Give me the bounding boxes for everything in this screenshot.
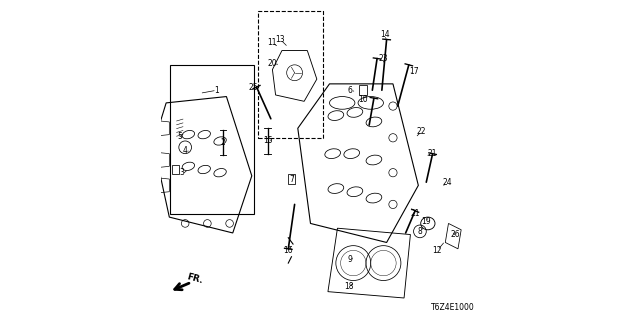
Bar: [172, 165, 179, 174]
Text: 17: 17: [409, 67, 419, 76]
Text: 8: 8: [417, 227, 422, 236]
Text: 22: 22: [417, 127, 426, 136]
Bar: [359, 85, 367, 95]
Text: 21: 21: [428, 149, 437, 158]
Text: 6: 6: [348, 86, 353, 95]
Text: 26: 26: [450, 230, 460, 239]
Text: 11: 11: [268, 38, 277, 47]
Text: FR.: FR.: [185, 272, 204, 285]
Text: 18: 18: [344, 282, 353, 292]
Text: 4: 4: [183, 146, 188, 155]
Text: 7: 7: [289, 174, 294, 184]
Text: 19: 19: [422, 217, 431, 226]
Text: 9: 9: [348, 255, 353, 264]
Text: 12: 12: [433, 246, 442, 255]
Text: 16: 16: [284, 246, 293, 255]
Text: 23: 23: [379, 54, 388, 63]
Text: 20: 20: [268, 59, 277, 68]
Bar: [170, 65, 254, 214]
Bar: [287, 174, 295, 184]
Text: 21: 21: [410, 209, 420, 219]
Text: 10: 10: [358, 95, 367, 104]
Text: T6Z4E1000: T6Z4E1000: [431, 303, 475, 312]
Text: 25: 25: [248, 83, 258, 92]
Text: 14: 14: [380, 30, 390, 39]
Text: 3: 3: [180, 168, 184, 177]
Text: 5: 5: [177, 132, 182, 141]
Text: 2: 2: [221, 138, 226, 147]
Text: 13: 13: [276, 35, 285, 44]
Bar: [258, 11, 323, 138]
Text: 24: 24: [442, 178, 452, 187]
Text: 15: 15: [263, 136, 273, 146]
Text: 1: 1: [214, 86, 220, 95]
